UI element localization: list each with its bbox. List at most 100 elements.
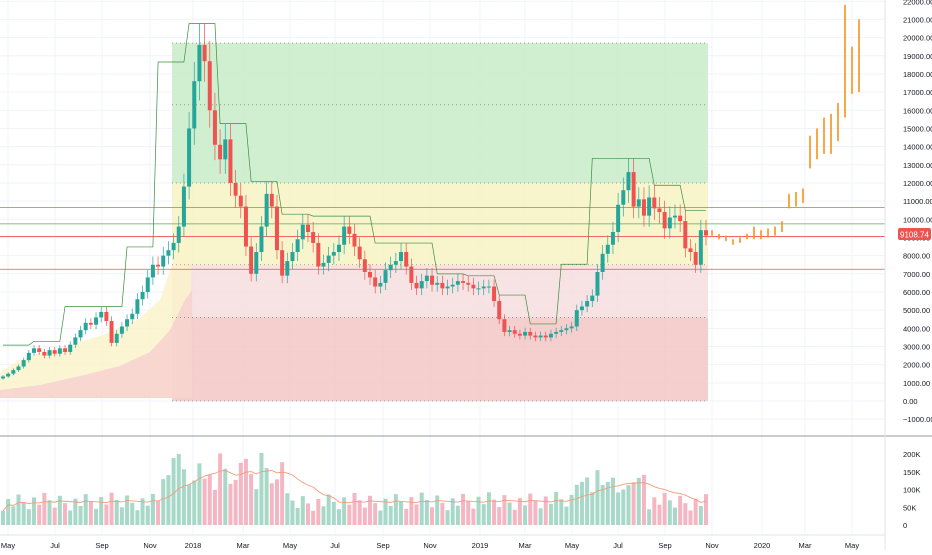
candle-body bbox=[672, 215, 677, 218]
candle-body bbox=[32, 348, 37, 353]
volume-bar bbox=[171, 458, 176, 525]
candles bbox=[1, 23, 708, 380]
time-tick-label: 2020 bbox=[754, 541, 771, 550]
candle-body bbox=[476, 288, 481, 290]
volume-bar bbox=[130, 502, 135, 525]
time-tick-label: Jul bbox=[50, 541, 60, 550]
time-tick-label: Nov bbox=[423, 541, 437, 550]
time-tick-label: Mar bbox=[519, 541, 532, 550]
volume-bar bbox=[238, 462, 243, 525]
volume-bar bbox=[316, 498, 321, 525]
time-axis[interactable]: May Jul Sep Nov 2018 Mar May Jul Sep Nov 2019 Mar Ma… bbox=[1, 541, 859, 550]
volume-bar bbox=[538, 508, 543, 525]
volume-moving-average bbox=[2, 469, 707, 512]
candle-body bbox=[414, 282, 419, 289]
candle-body bbox=[114, 333, 119, 343]
price-axis[interactable]: 22000.00 21000.00 20000.00 19000.00 18000.00… bbox=[903, 0, 932, 424]
candle-body bbox=[373, 277, 378, 287]
candle-body bbox=[610, 232, 615, 245]
volume-bar bbox=[47, 500, 52, 525]
price-tick-label: 4000.00 bbox=[903, 324, 930, 333]
candle-body bbox=[280, 250, 285, 276]
volume-bar bbox=[621, 489, 626, 525]
candle-body bbox=[316, 242, 321, 267]
volume-bar bbox=[94, 508, 99, 525]
candle-body bbox=[202, 44, 207, 62]
time-tick-label: 2019 bbox=[472, 541, 489, 550]
volume-bar bbox=[378, 510, 383, 525]
volume-bar bbox=[280, 462, 285, 525]
candle-body bbox=[259, 226, 264, 253]
candle-body bbox=[109, 321, 114, 343]
volume-bar bbox=[342, 497, 347, 525]
volume-bar bbox=[264, 468, 269, 525]
volume-bar bbox=[409, 497, 414, 525]
volume-bar bbox=[311, 510, 316, 525]
volume-bar bbox=[32, 497, 37, 525]
volume-bar bbox=[528, 493, 533, 525]
volume-bar bbox=[517, 498, 522, 525]
candle-body bbox=[507, 330, 512, 332]
candle-body bbox=[254, 252, 259, 274]
price-tick-label: 19000.00 bbox=[903, 52, 932, 61]
candle-body bbox=[197, 44, 202, 82]
volume-bar bbox=[450, 498, 455, 525]
volume-bar bbox=[6, 498, 11, 525]
volume-bar bbox=[156, 501, 161, 525]
volume-bar bbox=[610, 477, 615, 525]
price-tick-label: 2000.00 bbox=[903, 361, 930, 370]
candle-body bbox=[430, 275, 435, 285]
candle-body bbox=[424, 275, 429, 282]
volume-bar bbox=[481, 504, 486, 525]
candle-body bbox=[362, 259, 367, 272]
volume-bar bbox=[259, 452, 264, 525]
volume-bar bbox=[347, 504, 352, 525]
candle-body bbox=[47, 350, 52, 356]
candle-body bbox=[176, 226, 181, 243]
volume-bar bbox=[150, 493, 155, 525]
candle-body bbox=[57, 348, 62, 354]
price-tick-label: 14000.00 bbox=[903, 143, 932, 152]
candle-body bbox=[543, 335, 548, 338]
volume-bar bbox=[636, 477, 641, 525]
volume-axis[interactable]: 200K 150K 100K 50K 0 bbox=[903, 450, 921, 530]
candle-body bbox=[166, 250, 171, 256]
volume-bar bbox=[652, 497, 657, 525]
volume-bar bbox=[688, 510, 693, 525]
price-tick-label: 10000.00 bbox=[903, 215, 932, 224]
candle-body bbox=[512, 330, 517, 334]
candle-body bbox=[161, 255, 166, 267]
volume-bar bbox=[533, 500, 538, 525]
candle-body bbox=[502, 319, 507, 332]
volume-bar bbox=[461, 493, 466, 525]
candle-body bbox=[130, 313, 135, 320]
volume-bar bbox=[300, 496, 305, 525]
candle-body bbox=[192, 81, 197, 129]
candle-body bbox=[269, 193, 274, 207]
volume-bar bbox=[223, 468, 228, 525]
time-tick-label: May bbox=[845, 541, 859, 550]
volume-bar bbox=[73, 498, 78, 525]
candle-body bbox=[533, 335, 538, 338]
candle-body bbox=[290, 252, 295, 262]
candle-body bbox=[94, 317, 99, 325]
candle-body bbox=[388, 264, 393, 271]
volume-bar bbox=[285, 493, 290, 525]
candle-body bbox=[621, 190, 626, 205]
time-tick-label: Sep bbox=[376, 541, 389, 550]
volume-bar bbox=[1, 510, 5, 525]
candle-body bbox=[600, 253, 605, 272]
candle-body bbox=[466, 282, 471, 285]
candle-body bbox=[88, 322, 93, 325]
candle-body bbox=[419, 281, 424, 289]
volume-bar bbox=[471, 508, 476, 525]
candle-body bbox=[264, 193, 269, 227]
volume-bar bbox=[362, 507, 367, 525]
volume-bar bbox=[502, 495, 507, 525]
volume-bar bbox=[424, 499, 429, 525]
candle-body bbox=[26, 352, 31, 361]
volume-bar bbox=[104, 504, 109, 525]
candle-body bbox=[233, 182, 238, 196]
